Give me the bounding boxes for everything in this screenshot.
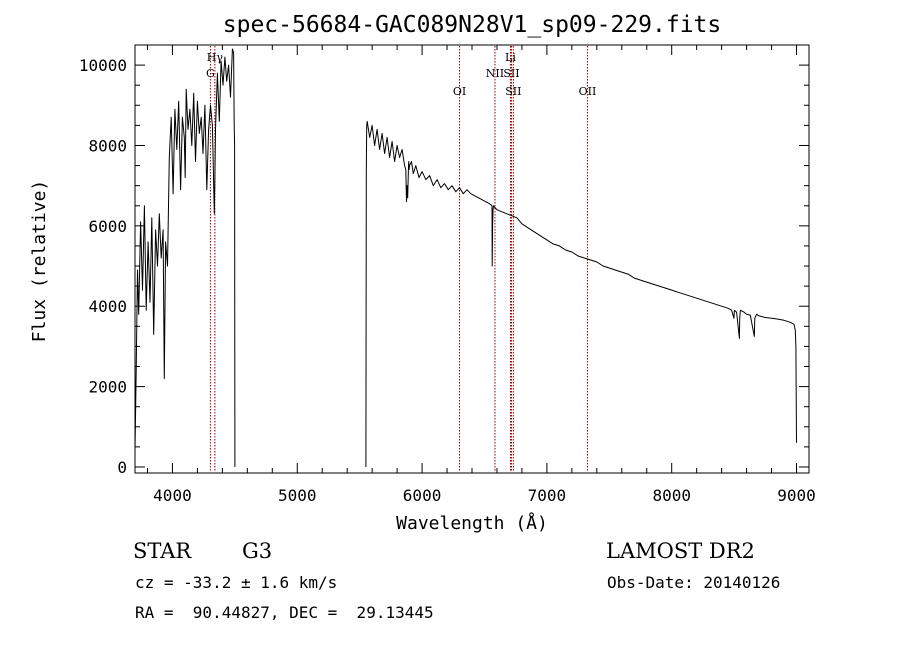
chart-title: spec-56684-GAC089N28V1_sp09-229.fits (223, 12, 722, 38)
y-tick-label: 6000 (88, 217, 127, 236)
x-tick-label: 7000 (528, 486, 567, 505)
line-marker-label: G (206, 67, 215, 80)
y-tick-label: 2000 (88, 378, 127, 397)
object-subclass: G3 (242, 539, 273, 563)
spectrum-line (365, 120, 797, 468)
x-tick-label: 6000 (403, 486, 442, 505)
observation-date: Obs-Date: 20140126 (607, 573, 781, 592)
y-tick-label: 10000 (79, 56, 127, 75)
line-marker-label: OI (453, 85, 466, 98)
line-marker-label: SII (503, 67, 519, 80)
coordinates: RA = 90.44827, DEC = 29.13445 (135, 603, 434, 622)
spectrum-series (134, 48, 797, 468)
y-tick-label: 4000 (88, 297, 127, 316)
y-axis: 0 2000 4000 6000 8000 10000 (79, 56, 809, 477)
x-tick-label: 5000 (278, 486, 317, 505)
x-axis: 4000 5000 6000 7000 8000 9000 (146, 45, 816, 505)
line-marker-label: SII (505, 85, 521, 98)
plot-frame (134, 44, 810, 474)
redshift-info: cz = -33.2 ± 1.6 km/s (135, 573, 338, 592)
line-marker-label: NII (486, 67, 504, 80)
y-tick-label: 8000 (88, 136, 127, 155)
x-tick-label: 9000 (777, 486, 816, 505)
object-class: STAR (133, 539, 192, 563)
line-marker-label: OII (579, 85, 597, 98)
spectrum-line (134, 48, 236, 468)
y-tick-label: 0 (117, 458, 127, 477)
x-tick-label: 4000 (153, 486, 192, 505)
line-marker-label: Hγ (207, 51, 224, 64)
y-axis-label: Flux (relative) (29, 180, 50, 343)
survey-name: LAMOST DR2 (606, 539, 755, 563)
x-axis-label: Wavelength (Å) (396, 512, 548, 534)
x-tick-label: 8000 (652, 486, 691, 505)
line-marker-label: Li (505, 51, 516, 64)
